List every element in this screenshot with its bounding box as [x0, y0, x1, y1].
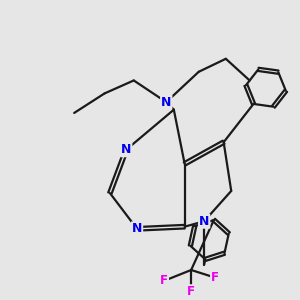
Text: F: F: [160, 274, 168, 287]
Text: N: N: [161, 96, 171, 109]
Text: N: N: [121, 143, 131, 156]
Text: F: F: [187, 285, 195, 298]
Text: F: F: [211, 271, 219, 284]
Text: N: N: [199, 215, 209, 228]
Text: N: N: [132, 222, 142, 235]
